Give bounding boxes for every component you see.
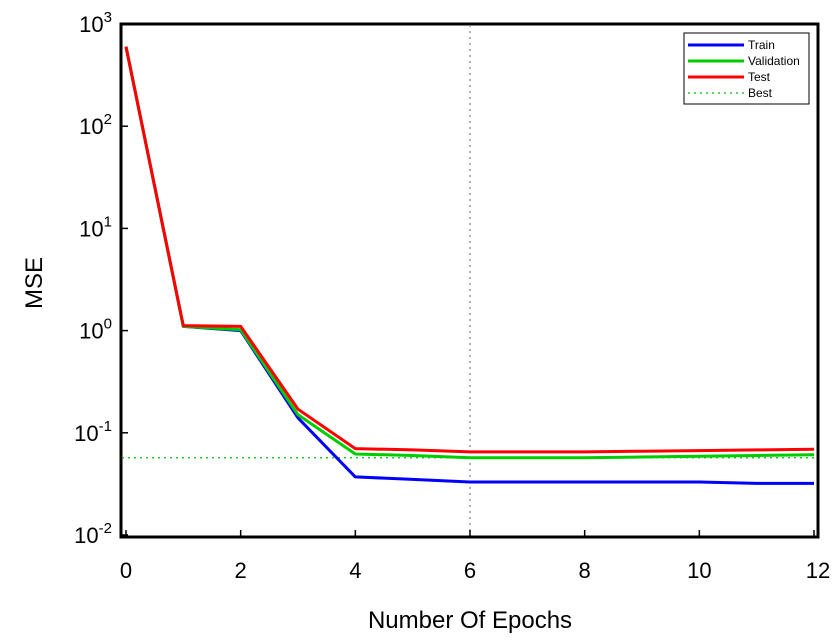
series-layer [124,46,815,485]
x-tick-label: 0 [120,558,132,583]
legend-label-best: Best [748,86,773,100]
y-tick-label: 100 [79,316,112,344]
y-axis-ticks: 10-2 10-1 100 101 102 103 [74,9,128,548]
y-tick-label: 101 [79,213,112,241]
legend: Train Validation Test Best [683,32,810,105]
x-tick-label: 10 [687,558,711,583]
legend-label-train: Train [748,38,775,52]
y-axis-title: MSE [21,257,48,309]
x-axis-title: Number Of Epochs [368,607,572,634]
series-line-test [124,46,815,454]
x-tick-label: 2 [235,558,247,583]
x-tick-label: 4 [349,558,361,583]
x-tick-label: 12 [806,558,830,583]
x-axis-ticks: 0 2 4 6 8 10 12 [120,530,830,583]
legend-label-validation: Validation [748,54,800,68]
series-line-validation [124,46,815,460]
y-tick-label: 10-2 [74,520,112,548]
y-tick-label: 10-1 [74,418,112,446]
legend-label-test: Test [748,70,771,84]
x-tick-label: 6 [464,558,476,583]
x-tick-label: 8 [579,558,591,583]
y-tick-label: 102 [79,111,112,139]
y-tick-label: 103 [79,9,112,37]
